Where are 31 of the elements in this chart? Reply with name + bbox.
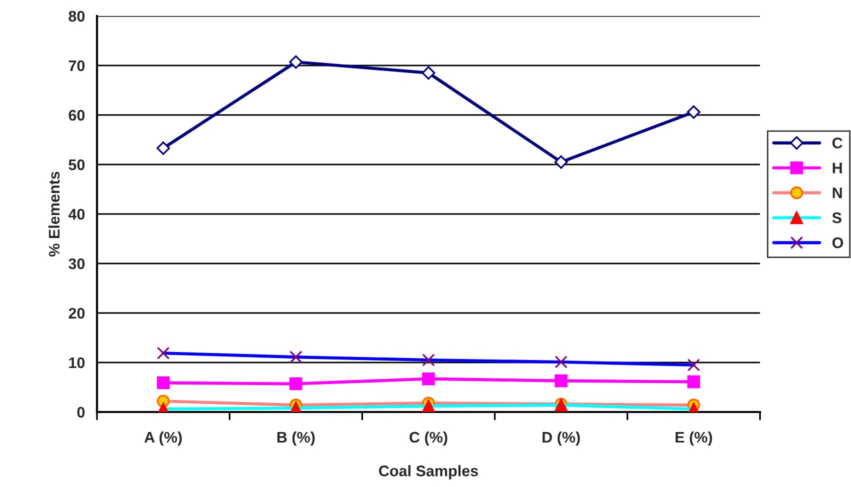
point: [687, 375, 700, 388]
point: [554, 374, 568, 388]
y-tick-label: 60: [68, 110, 85, 121]
point: [289, 55, 303, 69]
legend-label: N: [832, 188, 842, 198]
y-tick-label: 30: [68, 258, 85, 270]
x-tick-label: E (%): [676, 431, 712, 446]
point: [422, 372, 435, 386]
point: [290, 377, 302, 390]
legend-label: C: [832, 138, 842, 148]
x-tick-label: C (%): [410, 431, 448, 446]
y-axis-title: % Elements: [48, 172, 60, 256]
y-tick-label: 0: [77, 406, 85, 418]
x-tick-label: A (%): [144, 431, 182, 446]
y-tick-label: 10: [69, 357, 85, 368]
legend-label: H: [832, 162, 842, 174]
x-tick-label: D (%): [542, 431, 580, 446]
legend-label: O: [832, 237, 844, 248]
point: [156, 376, 170, 390]
y-tick-label: 80: [68, 10, 85, 22]
y-tick-label: 50: [68, 159, 85, 170]
point: [686, 105, 700, 119]
x-axis-title: Coal Samples: [379, 465, 478, 480]
y-tick-label: 40: [68, 208, 85, 220]
x-tick-label: B (%): [277, 431, 315, 446]
legend-label: S: [832, 212, 842, 224]
y-tick-label: 20: [68, 308, 85, 319]
y-tick-label: 70: [68, 60, 85, 72]
point: [422, 66, 436, 80]
point: [156, 141, 170, 155]
point: [554, 155, 568, 169]
